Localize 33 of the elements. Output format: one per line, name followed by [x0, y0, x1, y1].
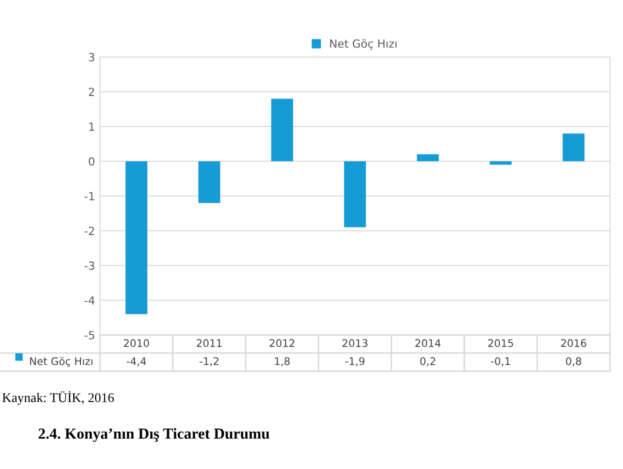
y-tick-label: -4: [84, 296, 95, 304]
text: Net Göç Hızı: [30, 357, 92, 367]
x-tick-label: 2014: [415, 339, 441, 348]
x-tick-label: 2011: [196, 339, 222, 348]
data-label: -1,2: [200, 357, 218, 366]
x-tick-label: 2010: [124, 339, 149, 348]
x-tick-label: 2015: [488, 339, 514, 348]
data-label: 1,8: [275, 357, 290, 366]
data-label: 0,8: [566, 357, 582, 366]
y-tick-label: 1: [89, 122, 94, 131]
x-tick-label: 2016: [561, 339, 586, 348]
y-tick-label: -5: [84, 331, 94, 340]
bar: [562, 133, 584, 162]
bar: [344, 161, 366, 228]
x-tick-label: 2013: [342, 339, 368, 348]
legend-label: Net Göç Hızı: [330, 39, 397, 50]
data-label: 0,2: [420, 357, 436, 366]
y-tick-label: -1: [84, 192, 94, 200]
data-label: -1,9: [345, 357, 364, 366]
y-tick-label: 0: [88, 157, 94, 166]
bar: [271, 98, 294, 162]
y-tick-label: -3: [84, 261, 94, 270]
bar: [416, 154, 439, 162]
bar: [126, 161, 148, 314]
data-label: -4,4: [126, 357, 146, 366]
y-tick-label: -2: [84, 226, 94, 235]
text: Kaynak: TÜİK, 2016: [2, 391, 114, 405]
bar: [198, 161, 220, 203]
data-label: -0,1: [491, 357, 510, 366]
y-tick-label: 2: [88, 88, 94, 96]
y-tick-label: 3: [88, 52, 94, 62]
text: 2.4. Konya’nın Dış Ticaret Durumu: [38, 428, 270, 442]
x-tick-label: 2012: [270, 339, 294, 348]
